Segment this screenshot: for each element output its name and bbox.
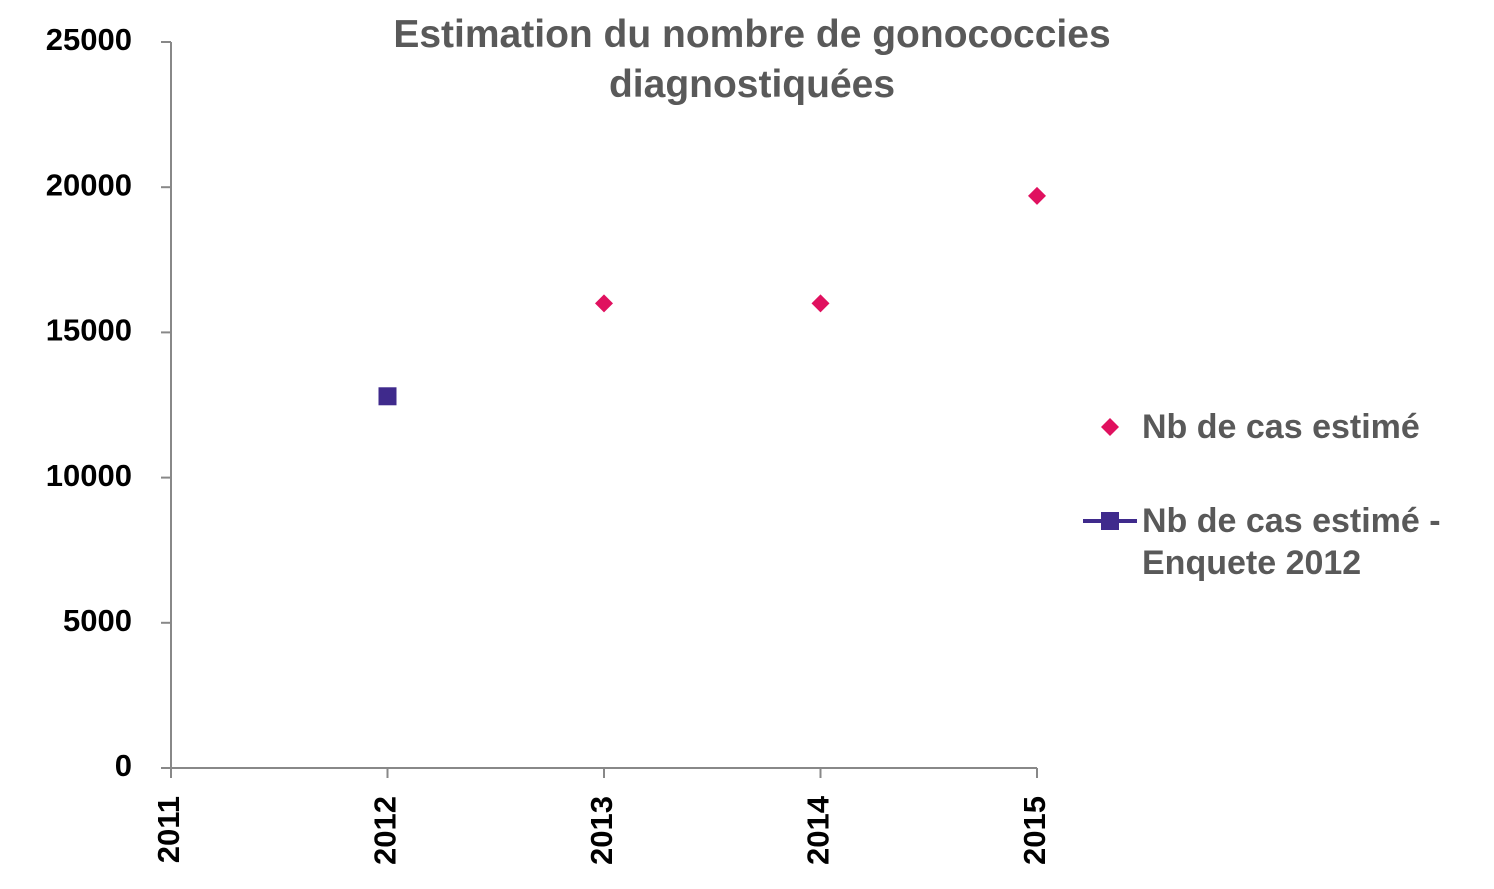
point [1028,186,1046,205]
y-tick-label: 20000 [46,167,132,202]
y-tick-label: 5000 [63,603,132,638]
x-tick-label: 2012 [368,796,403,865]
legend-marker [1101,418,1119,436]
y-tick-label: 25000 [46,22,132,57]
x-tick-label: 2014 [801,795,836,865]
point [378,387,397,406]
point [595,294,613,313]
x-tick-label: 2015 [1017,796,1052,865]
y-tick-label: 10000 [46,458,132,493]
y-tick-label: 15000 [46,313,132,348]
point [811,294,830,313]
x-tick-label: 2013 [584,796,619,865]
y-tick-label: 0 [115,748,132,783]
x-tick-label: 2011 [151,796,186,863]
legend-label: Nb de cas estimé [1142,408,1420,446]
legend-label: Nb de cas estimé -Enquete 2012 [1142,502,1441,582]
chart-title: Estimation du nombre de gonococcies diag… [393,13,1111,106]
legend-marker [1101,512,1119,530]
